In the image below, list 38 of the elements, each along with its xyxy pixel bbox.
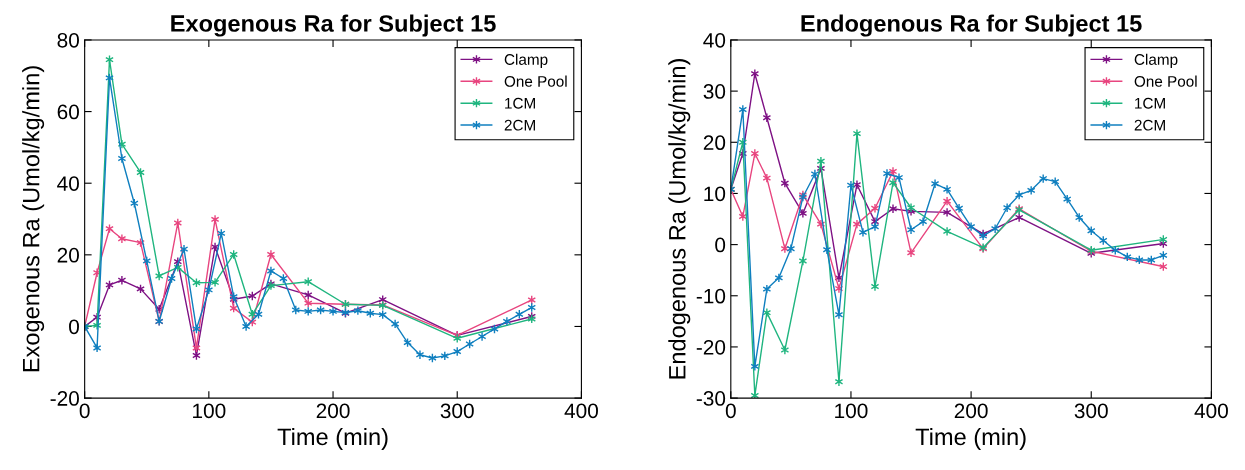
y-tick-label: 30 [703, 84, 726, 99]
x-tick-label: 100 [835, 403, 868, 419]
legend-label: Clamp [504, 53, 548, 68]
x-tick-label: 0 [79, 403, 90, 419]
y-tick-label: 0 [69, 319, 79, 335]
y-tick-label: -20 [696, 339, 726, 355]
x-axis-title: Time (min) [915, 427, 1026, 450]
legend-label: 1CM [1135, 97, 1165, 109]
legend-label: 2CM [1134, 119, 1165, 131]
y-tick-label: 20 [57, 247, 79, 263]
chart-title: Exogenous Ra for Subject 15 [171, 14, 496, 37]
legend-label: 1CM [505, 97, 535, 109]
y-tick-label: -30 [696, 391, 726, 406]
x-tick-label: 200 [954, 403, 988, 419]
y-tick-label: 10 [704, 186, 726, 202]
x-tick-label: 400 [564, 403, 598, 419]
x-tick-label: 0 [725, 403, 736, 419]
y-tick-label: 20 [703, 135, 726, 151]
x-tick-label: 100 [193, 403, 226, 419]
y-axis-title: Endogenous Ra (Umol/kg/min) [668, 59, 691, 379]
y-tick-label: -10 [696, 288, 726, 304]
y-tick-label: 0 [715, 237, 726, 253]
legend-label: One Pool [504, 75, 567, 87]
y-tick-label: -20 [50, 391, 79, 406]
legend-label: One Pool [1134, 75, 1197, 87]
legend-label: 2CM [504, 119, 535, 131]
x-tick-label: 400 [1194, 403, 1228, 419]
x-tick-label: 300 [440, 403, 474, 419]
y-tick-label: 60 [57, 104, 79, 120]
x-tick-label: 300 [1074, 403, 1108, 419]
y-tick-label: 40 [57, 176, 79, 191]
y-tick-label: 80 [57, 32, 79, 48]
y-tick-label: 40 [703, 32, 726, 48]
legend-label: Clamp [1134, 53, 1178, 68]
x-tick-label: 200 [316, 403, 350, 419]
chart-title: Endogenous Ra for Subject 15 [801, 14, 1142, 37]
y-axis-title: Exogenous Ra (Umol/kg/min) [22, 66, 45, 372]
x-axis-title: Time (min) [277, 427, 388, 450]
